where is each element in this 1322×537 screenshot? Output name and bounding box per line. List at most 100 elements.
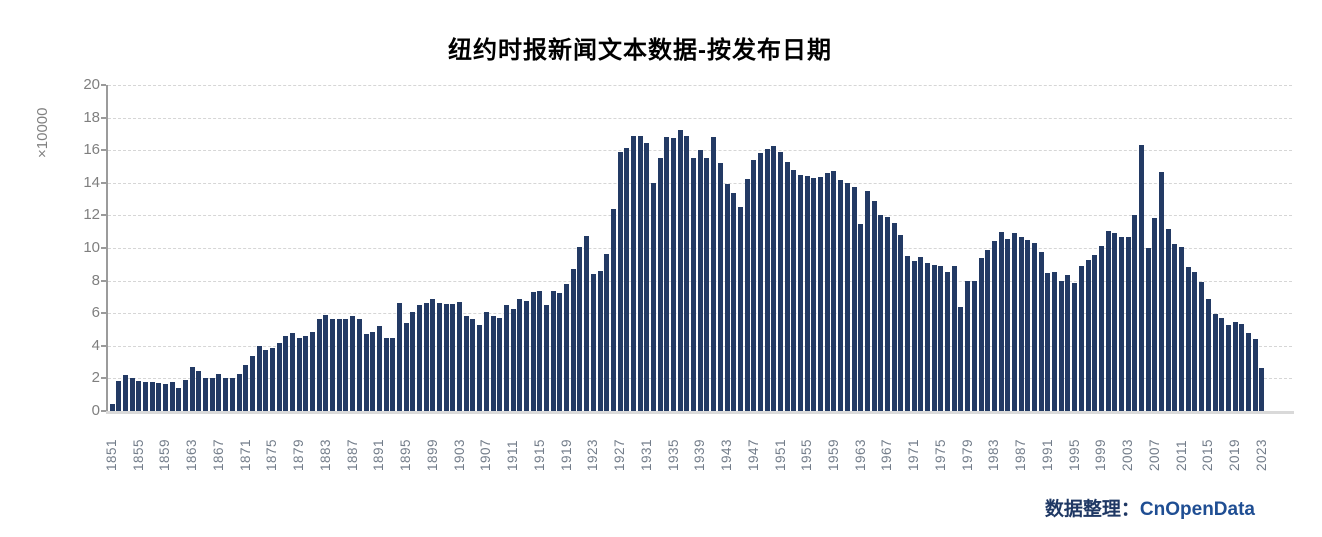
bar-1935: [671, 138, 677, 411]
bar-1882: [316, 319, 322, 411]
bar-2022: [1252, 339, 1258, 411]
x-tick-label-1971: 1971: [906, 438, 922, 471]
bar-1926: [610, 209, 616, 411]
bar-1963: [858, 224, 864, 411]
x-tick-label-1859: 1859: [157, 438, 173, 471]
x-tick-label-1959: 1959: [825, 438, 841, 471]
bar-1919: [564, 284, 570, 411]
bar-1873: [256, 346, 262, 411]
bar-1862: [183, 380, 189, 411]
y-tick-mark-0: [101, 410, 106, 412]
bar-2023: [1259, 368, 1265, 411]
bar-1941: [711, 137, 717, 411]
y-tick-label-6: 6: [91, 304, 100, 322]
bar-2019: [1232, 322, 1238, 411]
data-source-brand: CnOpenData: [1139, 499, 1255, 520]
bar-2008: [1159, 172, 1165, 411]
bar-1995: [1072, 283, 1078, 411]
bar-1901: [443, 304, 449, 411]
gridline-y-20: [108, 85, 1292, 86]
bar-1990: [1038, 252, 1044, 411]
x-tick-label-1923: 1923: [585, 438, 601, 471]
bar-1969: [898, 235, 904, 411]
y-tick-label-0: 0: [91, 402, 100, 419]
y-tick-mark-8: [101, 279, 106, 282]
y-tick-label-12: 12: [83, 206, 100, 224]
bar-1887: [350, 316, 356, 411]
bar-1896: [410, 312, 416, 411]
bar-1975: [938, 266, 944, 411]
bar-1980: [971, 281, 977, 411]
bar-1900: [437, 303, 443, 411]
bar-1944: [731, 193, 737, 411]
y-tick-label-18: 18: [83, 108, 100, 126]
x-axis-line: [106, 411, 1294, 414]
bar-1974: [931, 265, 937, 411]
bar-1993: [1058, 281, 1064, 411]
y-axis-unit-label: ×10000: [34, 107, 51, 158]
y-tick-mark-14: [101, 181, 106, 184]
bar-1958: [824, 173, 830, 411]
bar-1986: [1011, 233, 1017, 411]
bar-1945: [737, 207, 743, 411]
bar-1984: [998, 232, 1004, 411]
bar-1881: [310, 332, 316, 411]
bar-1988: [1025, 240, 1031, 411]
x-tick-label-1955: 1955: [799, 438, 815, 471]
bar-1920: [570, 269, 576, 411]
x-tick-label-1947: 1947: [745, 438, 761, 471]
bar-1996: [1078, 266, 1084, 411]
gridline-y-18: [108, 117, 1292, 119]
bar-1947: [751, 160, 757, 411]
bar-1977: [951, 266, 957, 411]
bar-2007: [1152, 218, 1158, 411]
bar-1864: [196, 371, 202, 411]
bar-1892: [383, 338, 389, 411]
bar-1953: [791, 170, 797, 411]
bar-1915: [537, 291, 543, 411]
x-tick-label-1883: 1883: [317, 438, 333, 471]
bar-1884: [330, 319, 336, 411]
bar-1989: [1032, 243, 1038, 411]
bar-1877: [283, 336, 289, 411]
y-tick-label-16: 16: [83, 141, 100, 159]
bar-1903: [457, 302, 463, 411]
bar-1904: [463, 316, 469, 411]
bar-2000: [1105, 231, 1111, 411]
y-tick-mark-20: [101, 84, 106, 86]
y-tick-label-10: 10: [83, 239, 100, 256]
bar-2002: [1118, 237, 1124, 411]
x-tick-label-2019: 2019: [1227, 438, 1243, 471]
bar-2001: [1112, 233, 1118, 411]
bar-1968: [891, 223, 897, 411]
bar-1857: [149, 382, 155, 411]
bar-1923: [590, 274, 596, 411]
bar-1946: [744, 179, 750, 411]
bar-1964: [864, 191, 870, 411]
bar-1918: [557, 293, 563, 411]
bar-1961: [844, 183, 850, 411]
bar-1999: [1098, 246, 1104, 411]
x-tick-label-2003: 2003: [1120, 438, 1136, 471]
bar-1908: [490, 316, 496, 411]
bar-1952: [784, 162, 790, 411]
x-tick-label-1927: 1927: [612, 438, 628, 471]
bar-1960: [838, 180, 844, 411]
bar-1872: [249, 356, 255, 411]
y-axis-line: [106, 85, 108, 412]
plot-area: [108, 85, 1292, 411]
x-tick-label-1911: 1911: [505, 439, 521, 471]
x-tick-label-1919: 1919: [558, 438, 574, 471]
y-tick-mark-10: [101, 247, 106, 249]
bar-1957: [818, 177, 824, 411]
bar-1856: [142, 382, 148, 411]
bar-1979: [965, 281, 971, 411]
bar-1985: [1005, 239, 1011, 411]
x-tick-label-1863: 1863: [184, 438, 200, 471]
bar-1905: [470, 319, 476, 411]
bar-1879: [296, 338, 302, 411]
x-tick-label-2015: 2015: [1200, 438, 1216, 471]
bar-1959: [831, 171, 837, 411]
x-tick-label-1887: 1887: [344, 438, 360, 471]
bar-1922: [584, 236, 590, 411]
